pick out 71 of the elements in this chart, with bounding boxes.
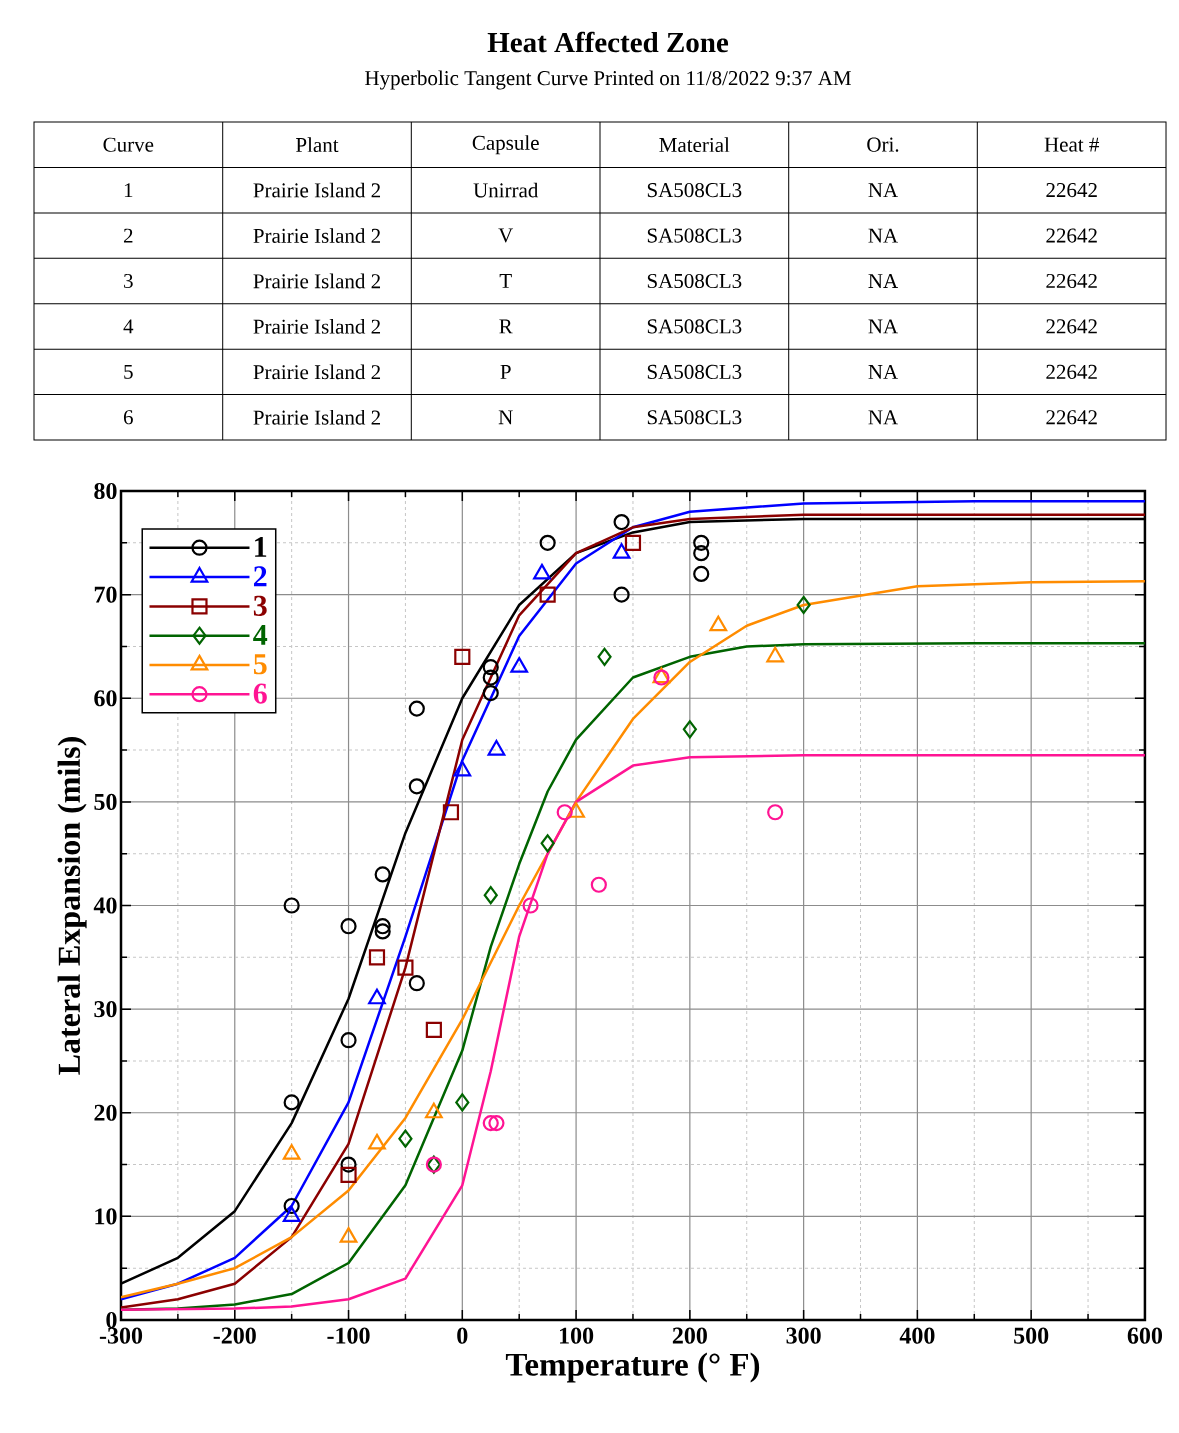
legend-label: 5 [253, 654, 267, 675]
legend-label: 1 [255, 537, 267, 557]
text: N [498, 410, 513, 425]
text: 5 [124, 364, 133, 379]
text: Plant [296, 137, 339, 153]
x-tick-label: -300 [99, 1327, 143, 1344]
x-tick-label: 200 [672, 1327, 707, 1344]
text: SA508CL3 [647, 364, 742, 379]
text: SA508CL3 [647, 410, 742, 425]
text: Heat # [1044, 137, 1100, 152]
text: 22642 [1046, 183, 1097, 198]
text: 22642 [1046, 364, 1097, 379]
x-tick-label: -200 [213, 1327, 256, 1344]
y-tick-label: 70 [94, 586, 117, 603]
text: 6 [123, 410, 133, 425]
text: Unirrad [473, 182, 539, 198]
text: Ori. [867, 137, 899, 152]
text: SA508CL3 [647, 228, 742, 243]
x-tick-label: 0 [457, 1327, 468, 1344]
text: 22642 [1046, 319, 1097, 334]
x-tick-label: -100 [327, 1327, 370, 1344]
x-tick-label: 500 [1014, 1327, 1049, 1344]
text: NA [868, 274, 899, 288]
text: Prairie Island 2 [253, 182, 381, 198]
text: Prairie Island 2 [253, 319, 381, 334]
x-axis-title: Temperature (° F) [505, 1352, 760, 1383]
y-tick-label: 10 [95, 1208, 117, 1225]
text: Prairie Island 2 [253, 273, 381, 289]
x-tick-label: 400 [899, 1327, 935, 1344]
y-tick-label: 30 [94, 1001, 117, 1018]
text: 3 [124, 273, 133, 289]
y-axis-title: Lateral Expansion (mils) [57, 737, 87, 1075]
text: Material [659, 137, 730, 153]
chart-title: Heat Affected Zone [487, 31, 729, 53]
y-tick-label: 60 [94, 690, 117, 707]
text: 22642 [1046, 410, 1097, 425]
text: NA [868, 364, 899, 379]
y-tick-label: 20 [94, 1104, 117, 1121]
text: 1 [124, 183, 133, 198]
y-tick-label: 80 [94, 482, 117, 500]
text: NA [868, 228, 899, 243]
text: NA [868, 319, 899, 334]
x-tick-label: 600 [1127, 1327, 1163, 1344]
text: NA [868, 183, 899, 198]
text: Capsule [472, 135, 539, 155]
text: SA508CL3 [647, 273, 742, 289]
text: R [499, 319, 513, 334]
x-tick-label: 100 [560, 1327, 594, 1344]
text: V [498, 228, 514, 243]
text: 4 [123, 319, 134, 334]
y-tick-label: 50 [94, 793, 117, 810]
y-tick-label: 40 [93, 897, 117, 914]
text: Prairie Island 2 [253, 228, 381, 243]
legend-label: 4 [253, 625, 268, 645]
text: NA [868, 410, 899, 425]
legend-label: 3 [253, 595, 267, 616]
text: Curve [103, 137, 154, 152]
legend-label: 6 [253, 683, 267, 704]
legend-label: 2 [253, 566, 267, 587]
text: 22642 [1046, 228, 1097, 243]
text: SA508CL3 [647, 319, 742, 334]
text: Prairie Island 2 [253, 364, 381, 380]
y-tick-label: 0 [106, 1311, 117, 1329]
text: SA508CL3 [647, 183, 742, 198]
text: 22642 [1046, 273, 1097, 289]
text: P [500, 365, 511, 379]
text: 2 [123, 228, 133, 243]
chart-subtitle: Hyperbolic Tangent Curve Printed on 11/8/2022 9:37 AM [365, 70, 851, 90]
text: Prairie Island 2 [253, 409, 381, 425]
x-tick-label: 300 [786, 1327, 821, 1344]
text: T [499, 274, 512, 288]
